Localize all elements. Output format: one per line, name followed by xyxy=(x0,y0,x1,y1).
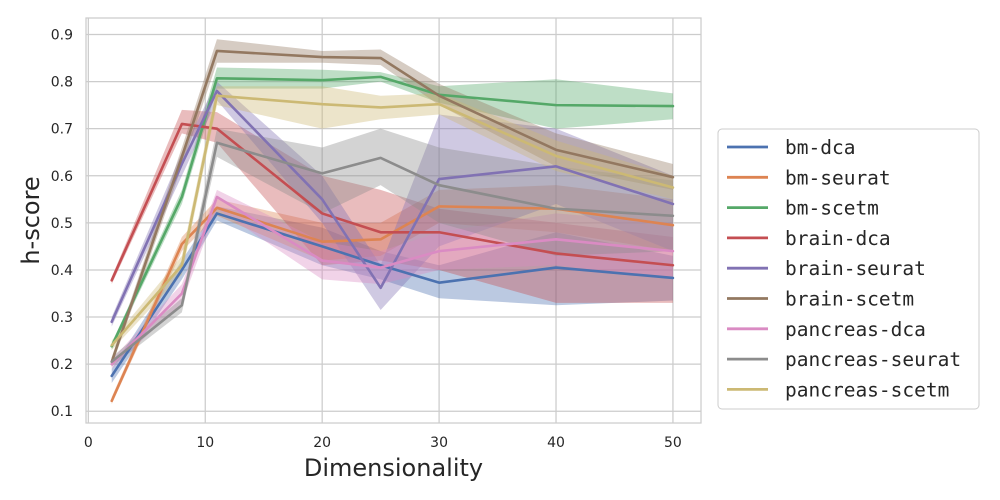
confidence-band xyxy=(111,67,673,351)
legend-label: pancreas-seurat xyxy=(785,348,961,371)
confidence-band xyxy=(111,128,673,367)
plot-frame xyxy=(85,17,702,424)
legend-item: pancreas-seurat xyxy=(727,348,961,371)
legend-label: pancreas-scetm xyxy=(785,378,949,401)
series-lines xyxy=(110,49,675,403)
y-tick-label: 0.8 xyxy=(51,75,73,91)
legend-item: brain-seurat xyxy=(727,257,926,280)
series-line xyxy=(110,75,675,348)
series-line xyxy=(110,49,675,364)
y-tick-label: 0.4 xyxy=(51,263,73,279)
y-tick-label: 0.5 xyxy=(51,216,73,232)
y-tick-label: 0.1 xyxy=(51,404,73,420)
legend-label: pancreas-dca xyxy=(785,318,926,341)
x-tick-label: 0 xyxy=(84,435,93,451)
legend-item: brain-scetm xyxy=(727,288,914,311)
legend-item: bm-dca xyxy=(727,136,855,159)
confidence-band xyxy=(111,81,673,327)
y-tick-label: 0.6 xyxy=(51,169,73,185)
legend-item: brain-dca xyxy=(727,227,891,250)
confidence-band xyxy=(111,185,673,405)
legend-label: bm-seurat xyxy=(785,166,891,189)
legend: bm-dca bm-seurat bm-scetm brain-dca brain-se… xyxy=(717,128,980,410)
y-tick-label: 0.3 xyxy=(51,310,73,326)
confidence-band xyxy=(111,189,673,369)
legend-item: bm-scetm xyxy=(727,197,879,220)
series-line xyxy=(110,122,675,282)
legend-frame xyxy=(717,128,980,410)
legend-item: pancreas-scetm xyxy=(727,378,949,401)
series-line xyxy=(110,141,675,364)
legend-item: pancreas-dca xyxy=(727,318,926,341)
legend-label: bm-dca xyxy=(785,136,855,159)
legend-label: bm-scetm xyxy=(785,197,879,220)
legend-item: bm-seurat xyxy=(727,166,891,189)
legend-label: brain-scetm xyxy=(785,288,914,311)
y-tick-label: 0.2 xyxy=(51,357,73,373)
legend-label: brain-dca xyxy=(785,227,891,250)
x-tick-label: 40 xyxy=(547,435,565,451)
series-line xyxy=(110,89,675,324)
x-tick-label: 10 xyxy=(196,435,214,451)
legend-label: brain-seurat xyxy=(785,257,926,280)
series-line xyxy=(110,212,675,378)
y-tick-label: 0.7 xyxy=(51,122,73,138)
confidence-band xyxy=(111,86,673,351)
x-tick-label: 30 xyxy=(430,435,448,451)
confidence-bands xyxy=(111,39,673,405)
axis-ticks: 0 10 20 30 40 50 0.1 0.2 0.3 0.4 0.5 0.6 0.7 0.8 0.9 xyxy=(51,27,682,451)
y-axis-label: h-score xyxy=(17,176,45,264)
y-tick-label: 0.9 xyxy=(51,27,73,43)
x-axis-label: Dimensionality xyxy=(304,454,483,482)
series-line xyxy=(110,94,675,347)
x-tick-label: 50 xyxy=(664,435,682,451)
x-tick-label: 20 xyxy=(313,435,331,451)
